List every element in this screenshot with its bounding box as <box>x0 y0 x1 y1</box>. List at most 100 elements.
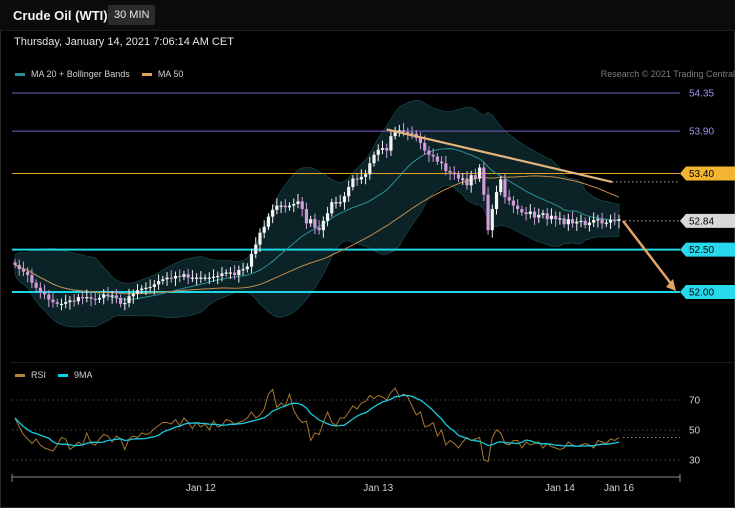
candlestick <box>241 269 245 271</box>
candlestick <box>249 253 254 267</box>
candlestick <box>157 280 161 285</box>
rsi-panel: 70 50 30 <box>12 387 701 467</box>
rsi-tick-50: 50 <box>689 426 701 437</box>
candlestick <box>406 131 410 134</box>
level-label-52.50: 52.50 <box>689 245 714 256</box>
instrument-title: Crude Oil (WTI) <box>13 8 108 23</box>
candlestick <box>114 295 118 298</box>
level-tag-52.84 <box>680 213 735 228</box>
projection-arrow-shaft <box>622 220 673 286</box>
candlestick <box>347 186 351 197</box>
main-legend: MA 20 + Bollinger Bands MA 50 <box>15 69 183 79</box>
x-tick-label: Jan 14 <box>545 483 575 494</box>
candlestick <box>211 276 216 278</box>
candlestick <box>554 215 558 220</box>
candlestick <box>76 297 80 302</box>
candlestick <box>106 294 110 297</box>
candlestick <box>68 300 72 303</box>
candlestick <box>26 271 30 276</box>
x-axis: Jan 12 Jan 13 Jan 14 Jan 16 <box>11 474 681 494</box>
candlestick <box>313 219 317 228</box>
x-tick-label: Jan 13 <box>363 483 393 494</box>
candlestick <box>135 290 140 294</box>
candlestick <box>363 174 368 177</box>
candlestick <box>123 303 127 305</box>
candlestick <box>173 275 178 279</box>
candlestick <box>359 176 363 180</box>
candlestick <box>613 220 617 222</box>
candlestick <box>448 170 452 173</box>
candlestick <box>617 219 621 221</box>
candlestick <box>110 295 114 297</box>
timeframe-button[interactable]: 30 MIN <box>108 5 156 25</box>
candlestick <box>376 149 380 155</box>
rsi-ma-line <box>14 394 620 447</box>
candlestick <box>55 302 59 304</box>
candlestick <box>334 202 338 204</box>
candlestick <box>224 272 228 274</box>
candlestick <box>283 205 287 208</box>
candlestick <box>325 213 330 221</box>
candlestick <box>401 130 406 132</box>
candlestick <box>600 219 604 224</box>
candlestick <box>216 275 220 278</box>
bollinger-band <box>14 99 620 328</box>
candlestick <box>72 300 76 302</box>
candlestick <box>233 272 237 276</box>
candlestick <box>271 209 275 217</box>
candlestick <box>372 154 376 164</box>
candlestick <box>34 282 38 288</box>
candlestick <box>203 277 207 279</box>
candlestick <box>418 137 423 143</box>
rsi-ma-swatch <box>58 373 69 377</box>
candlestick <box>511 200 516 206</box>
level-tag-52.50 <box>680 242 735 257</box>
level-tag-53.40 <box>680 166 735 181</box>
candlestick <box>321 220 325 231</box>
legend-rsi-label: RSI <box>31 370 47 380</box>
x-tick-label: Jan 12 <box>186 483 216 494</box>
candlestick <box>97 297 102 300</box>
candlestick <box>182 274 186 277</box>
level-label-53.90: 53.90 <box>689 127 714 138</box>
candlestick <box>161 279 165 281</box>
candlestick <box>148 286 152 289</box>
candlestick <box>258 232 262 245</box>
rsi-tick-70: 70 <box>689 396 701 407</box>
level-label-52.84: 52.84 <box>689 216 714 227</box>
candlestick <box>486 194 490 231</box>
candlestick <box>427 150 431 155</box>
candlestick <box>207 277 211 279</box>
candlestick <box>570 219 575 224</box>
candlestick <box>393 130 397 137</box>
candlestick <box>380 148 385 150</box>
candlestick <box>30 275 34 283</box>
candlestick <box>292 203 296 206</box>
candlestick <box>482 167 486 195</box>
candlestick <box>541 213 545 215</box>
candlestick <box>140 288 144 291</box>
ma50-line <box>14 175 620 295</box>
candlestick <box>461 178 465 180</box>
candlestick <box>47 294 51 300</box>
candlestick <box>275 205 279 210</box>
candlestick <box>254 244 258 254</box>
candlestick <box>507 197 511 201</box>
candlestick <box>452 172 456 175</box>
candlestick <box>89 297 93 299</box>
candlestick <box>456 174 461 179</box>
candlestick <box>355 178 359 180</box>
candlestick <box>152 284 156 287</box>
rsi-legend: RSI 9MA <box>15 370 93 380</box>
panel-divider <box>10 362 735 363</box>
level-label-52.00: 52.00 <box>689 288 714 299</box>
candlestick <box>309 219 313 224</box>
candlestick <box>13 262 17 265</box>
candlestick <box>368 163 372 175</box>
x-tick-label: Jan 16 <box>604 483 634 494</box>
candlestick <box>287 205 292 208</box>
ma20-swatch <box>15 72 25 76</box>
candlestick <box>431 154 435 157</box>
candlestick <box>440 161 444 164</box>
